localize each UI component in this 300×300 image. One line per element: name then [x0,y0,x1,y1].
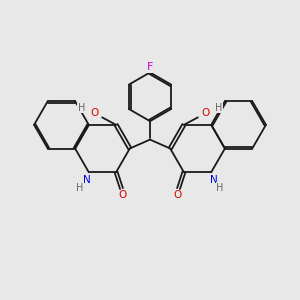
Text: O: O [90,108,98,118]
Text: O: O [202,108,210,118]
Text: O: O [173,190,181,200]
Text: N: N [82,175,90,184]
Text: F: F [147,62,153,72]
Text: H: H [76,183,83,193]
Text: H: H [217,183,224,193]
Text: H: H [215,103,222,112]
Text: O: O [119,190,127,200]
Text: H: H [78,103,85,112]
Text: N: N [210,175,218,184]
